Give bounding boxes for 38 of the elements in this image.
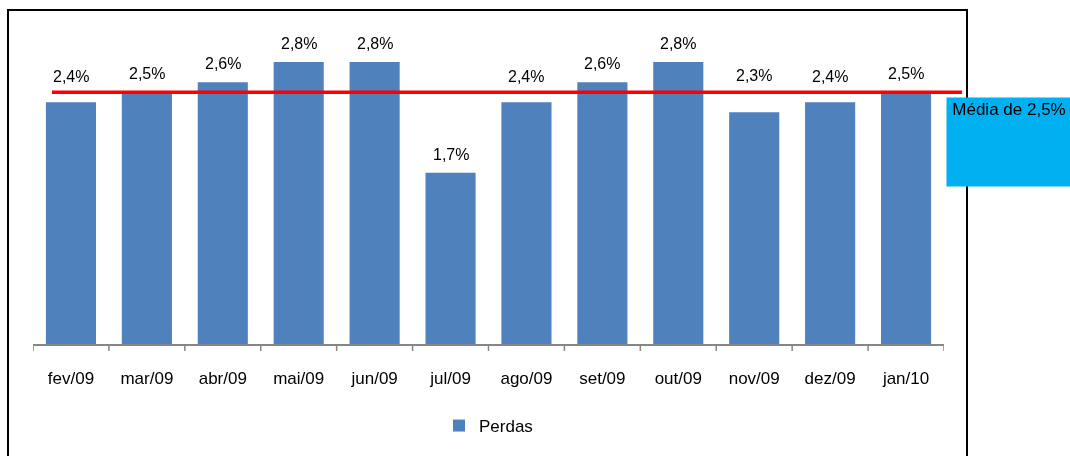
- bar: [577, 82, 628, 344]
- data-label: 2,8%: [660, 35, 697, 52]
- data-label: 2,4%: [812, 68, 849, 85]
- data-label: 2,5%: [129, 65, 166, 82]
- bar: [197, 82, 248, 344]
- bar: [121, 92, 172, 344]
- x-tick-label: mar/09: [120, 369, 174, 389]
- bar: [273, 62, 324, 344]
- data-label: 2,3%: [736, 67, 773, 84]
- x-tick-label: jan/10: [881, 369, 930, 389]
- bar: [425, 172, 476, 344]
- data-label: 2,5%: [888, 65, 925, 82]
- data-label: 2,6%: [205, 55, 242, 72]
- x-tick-label: jun/09: [350, 369, 398, 389]
- bar: [653, 62, 704, 344]
- data-label: 2,6%: [584, 55, 621, 72]
- ref-line-label: Média de 2,5%: [952, 100, 1066, 119]
- data-label: 2,4%: [508, 68, 545, 85]
- data-label: 2,8%: [357, 35, 394, 52]
- bar: [45, 102, 97, 344]
- x-tick-label: ago/09: [500, 369, 553, 389]
- x-tick-label: abr/09: [198, 369, 247, 389]
- x-tick-label: jul/09: [429, 369, 471, 389]
- x-tick-label: nov/09: [728, 369, 780, 389]
- x-tick-label: dez/09: [804, 369, 856, 389]
- x-tick-label: out/09: [654, 369, 702, 389]
- bar: [805, 102, 856, 344]
- data-label: 2,4%: [53, 68, 90, 85]
- legend-label: Perdas: [479, 417, 533, 437]
- x-tick-label: mai/09: [273, 369, 325, 389]
- data-label: 2,8%: [281, 35, 318, 52]
- x-tick-label: set/09: [579, 369, 626, 389]
- bar: [501, 102, 552, 344]
- bar: [349, 62, 400, 344]
- bar: [729, 112, 780, 344]
- x-tick-label: fev/09: [47, 369, 95, 389]
- bar: [880, 92, 932, 344]
- data-label: 1,7%: [433, 146, 470, 163]
